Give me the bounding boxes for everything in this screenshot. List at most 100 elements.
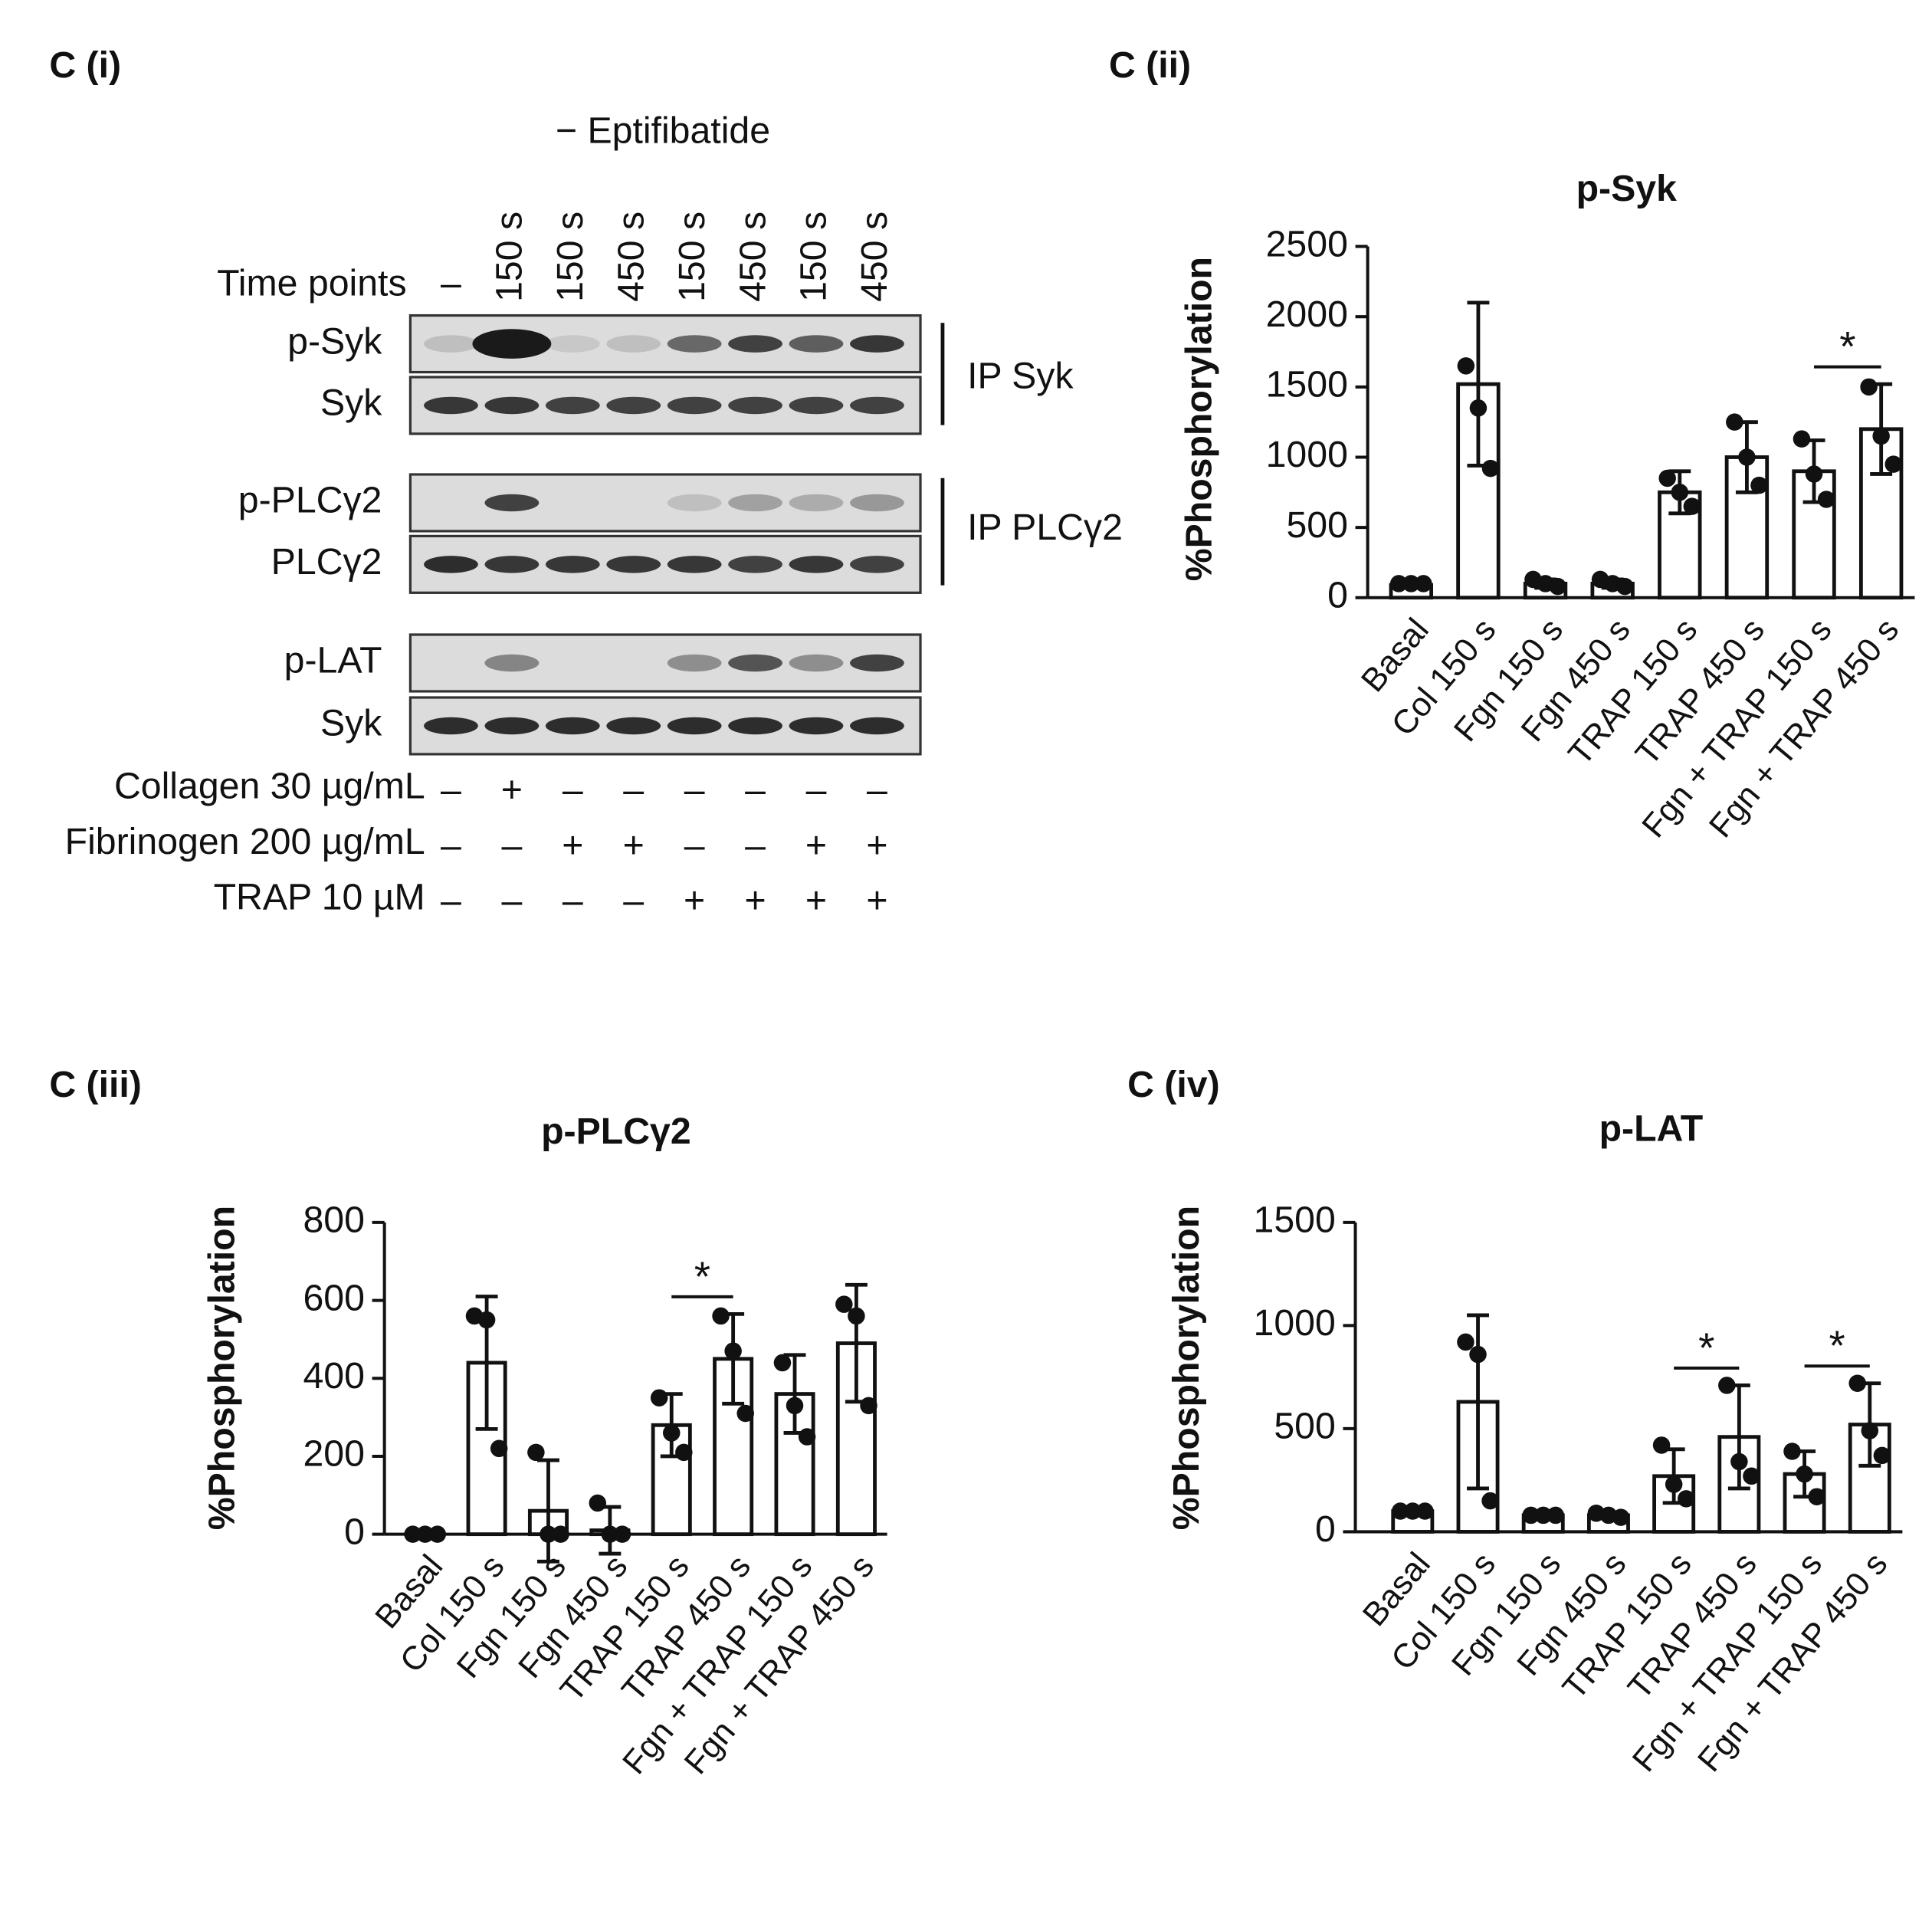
panel-label: C (ii): [1109, 44, 1191, 86]
data-point: [1743, 1467, 1760, 1485]
blot-band: [789, 335, 844, 353]
data-point: [1615, 577, 1634, 596]
blot-band: [667, 717, 722, 735]
significance-mark: *: [694, 1253, 710, 1300]
data-point: [1848, 1374, 1866, 1392]
data-point: [786, 1397, 804, 1415]
treatment-sign: –: [745, 825, 766, 866]
data-point: [1671, 484, 1689, 501]
row-label: Syk: [320, 703, 382, 744]
treatment-sign: –: [684, 825, 705, 866]
row-label: p-LAT: [284, 640, 382, 681]
time-point: 450 s: [854, 212, 895, 302]
panel-label: C (iv): [1127, 1064, 1220, 1105]
blot-band: [472, 329, 552, 359]
significance-mark: *: [1698, 1324, 1714, 1371]
blot-band: [606, 717, 661, 735]
blot-band: [850, 335, 904, 353]
y-axis-label: %Phosphorylation: [1178, 257, 1219, 581]
panel-label: C (iii): [49, 1064, 142, 1105]
treatment-sign: +: [684, 880, 705, 921]
blot-band: [667, 556, 722, 573]
y-tick-label: 500: [1286, 504, 1347, 546]
data-point: [1612, 1508, 1630, 1526]
data-point: [1457, 1333, 1474, 1351]
blot-band: [606, 396, 661, 415]
data-point: [1872, 427, 1890, 445]
data-point: [736, 1404, 754, 1423]
blot-band: [545, 717, 600, 735]
data-point: [1726, 413, 1743, 431]
condition-label: − Eptifibatide: [556, 110, 770, 151]
blot-band: [667, 494, 722, 512]
y-tick-label: 2500: [1266, 223, 1348, 264]
data-point: [1783, 1443, 1801, 1460]
data-point: [527, 1443, 545, 1462]
time-point: 450 s: [732, 212, 773, 302]
data-point: [835, 1295, 853, 1313]
data-point: [1738, 448, 1756, 466]
treatment-label: Collagen 30 µg/mL: [114, 766, 425, 807]
treatment-sign: +: [562, 825, 583, 866]
blot-band: [667, 654, 722, 672]
data-point: [798, 1428, 816, 1446]
treatment-sign: –: [563, 880, 583, 921]
data-point: [712, 1307, 730, 1325]
treatment-sign: –: [563, 770, 583, 811]
data-point: [1481, 1492, 1499, 1510]
blot-band: [850, 654, 904, 672]
y-tick-label: 1500: [1254, 1200, 1336, 1241]
data-point: [1718, 1377, 1736, 1394]
data-point: [1534, 1506, 1552, 1525]
blot-strip: [408, 633, 922, 693]
data-point: [1404, 1502, 1422, 1520]
data-point: [1481, 459, 1500, 478]
data-point: [428, 1525, 447, 1543]
blot-band: [484, 396, 540, 415]
treatment-sign: +: [744, 880, 766, 921]
blot-band: [728, 654, 782, 672]
blot-band: [667, 396, 722, 415]
data-point: [1469, 1345, 1487, 1364]
blot-band: [606, 335, 661, 353]
time-point: 150 s: [793, 212, 835, 302]
data-point: [1861, 1422, 1879, 1439]
treatment-label: TRAP 10 µM: [214, 876, 425, 917]
data-point: [1415, 575, 1432, 592]
y-tick-label: 500: [1274, 1406, 1335, 1447]
treatment-sign: +: [805, 880, 827, 921]
data-point: [1457, 357, 1475, 375]
y-tick-label: 1500: [1266, 364, 1348, 405]
data-point: [724, 1342, 742, 1360]
treatment-sign: –: [441, 825, 461, 866]
blot-band: [789, 654, 844, 672]
y-tick-label: 2000: [1266, 294, 1348, 335]
blot-band: [850, 494, 904, 512]
blot-band: [484, 494, 540, 512]
data-point: [675, 1443, 693, 1462]
treatment-sign: –: [867, 770, 887, 811]
y-tick-label: 600: [303, 1277, 364, 1318]
blot-band: [484, 654, 540, 672]
data-point: [477, 1311, 496, 1329]
bar: [1848, 1423, 1891, 1534]
time-point: 150 s: [489, 212, 530, 302]
data-point: [1416, 1502, 1434, 1520]
blot-band: [850, 717, 904, 735]
significance-mark: *: [1839, 323, 1855, 370]
data-point: [1469, 399, 1488, 417]
data-point: [1658, 469, 1676, 487]
treatment-sign: –: [684, 770, 705, 811]
blot-band: [424, 396, 478, 415]
y-tick-label: 800: [303, 1200, 364, 1241]
blot-band: [667, 335, 722, 353]
data-point: [416, 1525, 434, 1543]
data-point: [1522, 1506, 1540, 1525]
y-axis-label: %Phosphorylation: [201, 1206, 242, 1530]
data-point: [1389, 575, 1408, 592]
treatment-sign: +: [866, 880, 887, 921]
treatment-sign: –: [623, 770, 644, 811]
blot-band: [850, 396, 904, 415]
data-point: [773, 1354, 792, 1372]
